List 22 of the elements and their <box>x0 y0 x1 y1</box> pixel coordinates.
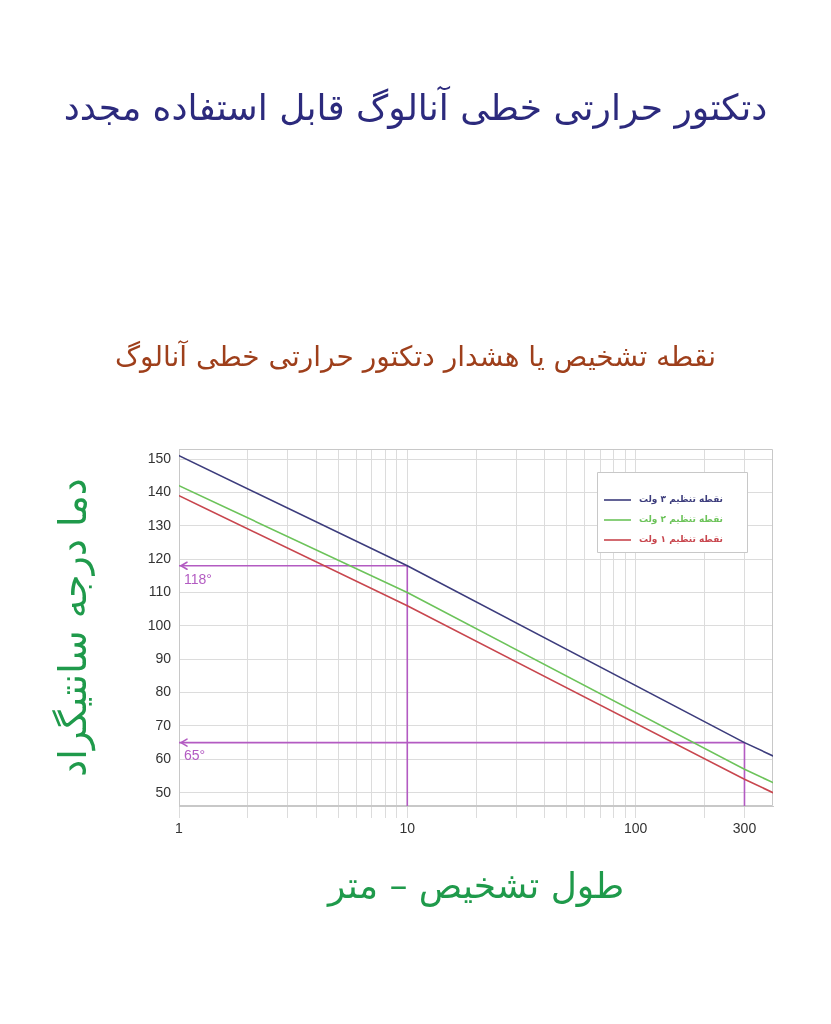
x-tick-label: 1 <box>175 820 184 837</box>
y-tick-label: 60 <box>155 750 172 767</box>
x-axis-title: طول تشخیص – متر <box>325 864 625 907</box>
legend-label: نقطه تنظیم ۲ ولت <box>638 514 723 526</box>
x-tick-label: 10 <box>399 820 416 837</box>
y-tick-label: 130 <box>147 516 172 533</box>
x-tick-label: 300 <box>732 820 757 837</box>
y-tick-label: 70 <box>155 716 172 733</box>
y-tick-label: 90 <box>155 650 172 667</box>
y-tick-label: 110 <box>148 583 172 600</box>
x-tick-label: 100 <box>623 820 648 837</box>
legend-label: نقطه تنظیم ۱ ولت <box>638 534 723 546</box>
y-tick-label: 50 <box>155 783 172 800</box>
y-tick-label: 100 <box>147 616 172 633</box>
y-tick-label: 140 <box>147 483 172 500</box>
y-tick-label: 80 <box>155 683 172 700</box>
y-axis-title: دما درجه سانتیگراد <box>50 478 96 777</box>
y-tick-label: 120 <box>147 549 172 566</box>
legend-label: نقطه تنظیم ۳ ولت <box>638 494 723 506</box>
y-tick-label: 150 <box>147 449 172 466</box>
chart-subtitle: نقطه تشخیص یا هشدار دتکتور حرارتی خطی آنالوگ <box>114 340 717 373</box>
chart-title: دتکتور حرارتی خطی آنالوگ قابل استفاده مجدد <box>62 87 769 128</box>
